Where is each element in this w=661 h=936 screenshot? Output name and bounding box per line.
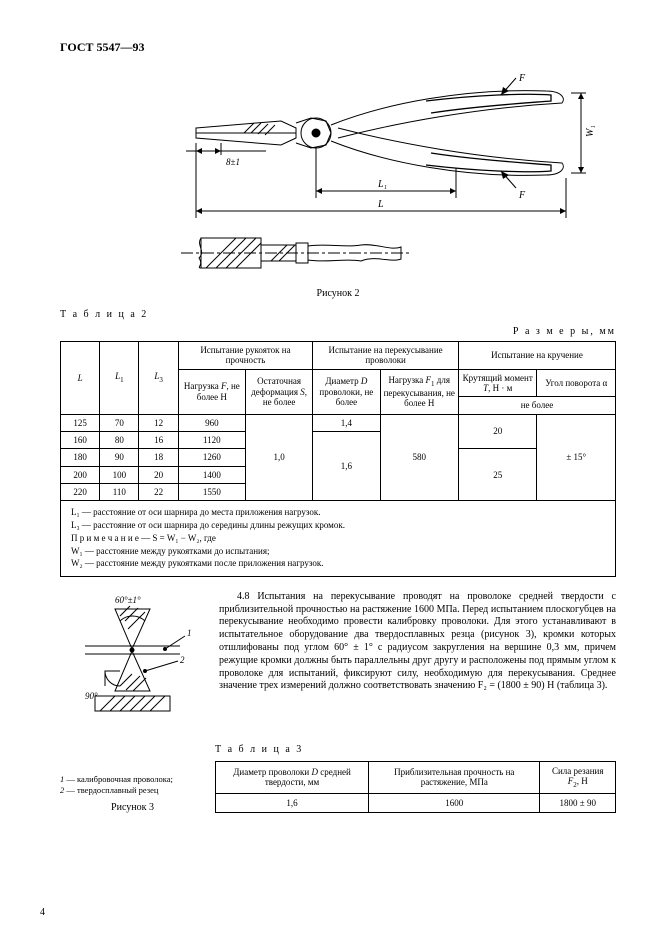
svg-text:2: 2 [180,655,185,665]
th-torsion: Испытание на кручение [458,342,615,370]
pliers-diagram: F F W₁ 8±1 L₁ L [166,73,606,278]
th-t3-force: Сила резания F2, Н [540,761,616,793]
svg-text:F: F [518,190,526,201]
figure-3-caption: Рисунок 3 [60,802,205,813]
th-not-more: не более [458,397,615,414]
table-3-label: Т а б л и ц а 3 [215,744,616,755]
table-row: 1,6 1600 1800 ± 90 [216,793,616,812]
svg-text:90°: 90° [85,691,98,701]
th-load-f1: Нагрузка F1 для перекусывания, не более … [380,369,458,414]
th-angle: Угол поворота α [537,369,616,397]
figure-3-legend: 1 — калибровочная проволока; 2 — твердос… [60,774,205,795]
table-2-label: Т а б л и ц а 2 [60,309,616,320]
svg-text:L₁: L₁ [377,179,387,190]
th-L1: L1 [100,342,139,415]
th-torque: Крутящий момент T, Н · м [458,369,536,397]
th-dia: Диаметр D проволоки, не более [313,369,380,414]
th-L: L [61,342,100,415]
th-deform: Остаточная деформация S, не более [245,369,312,414]
figure-3: 60°±1° 90° 1 2 [60,591,205,736]
svg-text:W₁: W₁ [585,125,596,137]
th-t3-dia: Диаметр проволоки D средней твердости, м… [216,761,369,793]
page-number: 4 [40,907,45,918]
svg-text:F: F [518,73,526,84]
th-wire: Испытание на перекусывание проволоки [313,342,459,370]
paragraph-4-8: 4.8 Испытания на перекусывание проводят … [219,591,616,693]
table-row: 1257012960 1,0 1,4 580 20 ± 15° [61,414,616,431]
table-2: L L1 L3 Испытание рукояток на прочность … [60,341,616,501]
table-2-notes: L₁ — расстояние от оси шарнира до места … [60,501,616,576]
th-handles: Испытание рукояток на прочность [178,342,313,370]
table-2-dims: Р а з м е р ы, мм [60,326,616,337]
header-title: ГОСТ 5547—93 [60,40,616,55]
svg-text:8±1: 8±1 [226,157,240,167]
figure-2-caption: Рисунок 2 [60,288,616,299]
svg-text:L: L [377,199,384,210]
cutter-diagram: 60°±1° 90° 1 2 [60,591,205,736]
svg-text:1: 1 [187,628,192,638]
figure-2: F F W₁ 8±1 L₁ L [60,73,616,278]
th-t3-strength: Приблизительная прочность на растяжение,… [369,761,540,793]
th-L3: L3 [139,342,178,415]
th-load-f: Нагрузка F, не более Н [178,369,245,414]
svg-text:60°±1°: 60°±1° [115,595,141,605]
table-3: Диаметр проволоки D средней твердости, м… [215,761,616,813]
